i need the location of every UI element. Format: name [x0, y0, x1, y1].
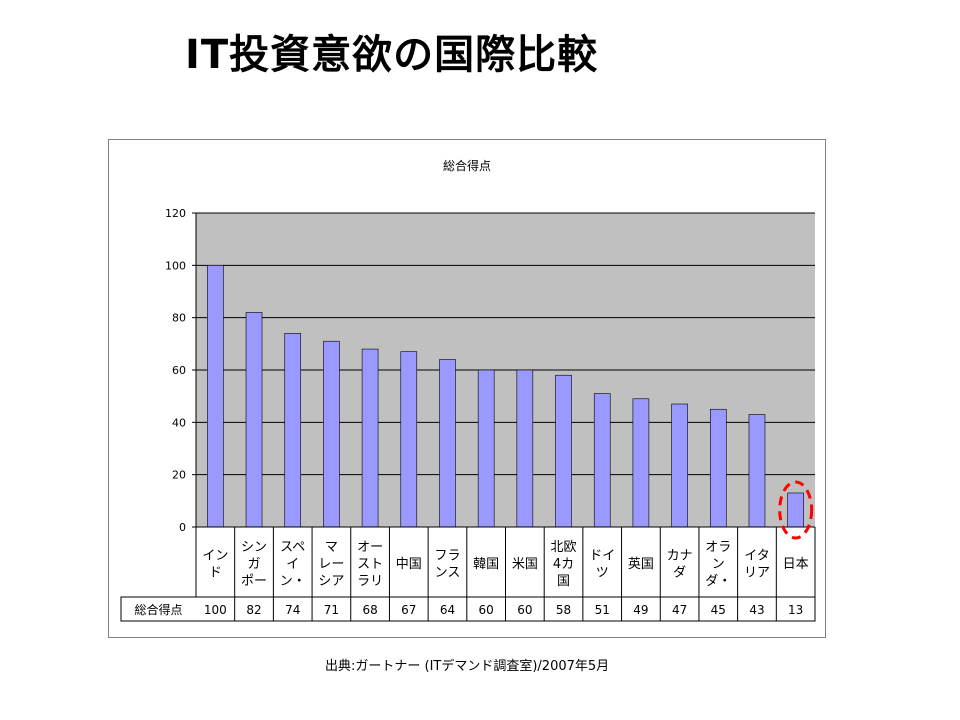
- x-category-label: ドイツ: [589, 549, 615, 581]
- x-category-label: オーストラリ: [357, 540, 383, 589]
- bar: [516, 369, 534, 528]
- table-row-header: 総合得点: [134, 602, 182, 617]
- bar: [709, 408, 727, 528]
- table-value: 82: [246, 603, 261, 617]
- bar: [787, 492, 804, 528]
- y-tick-label: 20: [172, 469, 186, 482]
- x-category-label: フランス: [434, 549, 460, 581]
- table-value: 51: [595, 603, 610, 617]
- chart-title: 総合得点: [443, 158, 491, 173]
- bar: [555, 374, 572, 528]
- table-value: 43: [749, 603, 764, 617]
- table-value: 47: [672, 603, 687, 617]
- x-category-label: 米国: [512, 557, 538, 572]
- bar: [245, 312, 263, 528]
- y-tick-label: 40: [172, 416, 186, 429]
- x-category-label: 日本: [783, 557, 809, 572]
- y-tick-label: 0: [179, 521, 186, 534]
- x-category-label: シンガポー: [241, 540, 267, 589]
- source-note: 出典:ガートナー (ITデマンド調査室)/2007年5月: [325, 659, 610, 674]
- bar: [671, 403, 688, 528]
- x-category-label: スペイン・: [280, 540, 306, 589]
- table-value: 60: [479, 603, 494, 617]
- table-value: 45: [711, 603, 726, 617]
- y-tick-label: 60: [172, 364, 186, 377]
- bar: [207, 265, 224, 528]
- table-value: 49: [633, 603, 648, 617]
- bar: [593, 393, 611, 528]
- bar: [323, 340, 340, 528]
- table-value: 58: [556, 603, 571, 617]
- bar: [439, 359, 456, 528]
- table-value: 67: [401, 603, 416, 617]
- highlight-ellipse: [778, 480, 814, 540]
- table-value: 60: [517, 603, 532, 617]
- x-category-label: マレーシア: [318, 540, 344, 589]
- x-category-label: カナダ: [667, 549, 693, 581]
- y-tick-label: 100: [165, 259, 186, 272]
- x-category-label: インド: [202, 549, 228, 581]
- table-value: 71: [324, 603, 339, 617]
- x-category-label: イタリア: [744, 549, 770, 581]
- bar: [361, 348, 379, 528]
- y-tick-label: 120: [165, 207, 186, 220]
- table-value: 100: [204, 603, 227, 617]
- bar: [400, 351, 418, 528]
- bar: [477, 369, 495, 528]
- bar: [748, 414, 766, 528]
- x-category-label: オランダ・: [705, 540, 731, 589]
- bar: [632, 398, 650, 528]
- x-category-label: 韓国: [473, 557, 499, 572]
- table-values-row: [120, 596, 816, 622]
- slide-title: IT投資意欲の国際比較: [185, 32, 599, 78]
- x-category-label: 中国: [396, 557, 422, 572]
- chart-frame: 総合得点 0 20 40 60 80 100 120 インド シンガポー スペイン・ マレーシアオ…: [108, 139, 826, 638]
- x-category-label: 北欧 4カ国: [551, 540, 577, 589]
- y-tick-label: 80: [172, 312, 186, 325]
- table-value: 74: [285, 603, 300, 617]
- x-category-label: 英国: [628, 557, 654, 572]
- bar: [284, 333, 302, 528]
- table-value: 64: [440, 603, 455, 617]
- table-value: 13: [788, 603, 803, 617]
- table-value: 68: [362, 603, 377, 617]
